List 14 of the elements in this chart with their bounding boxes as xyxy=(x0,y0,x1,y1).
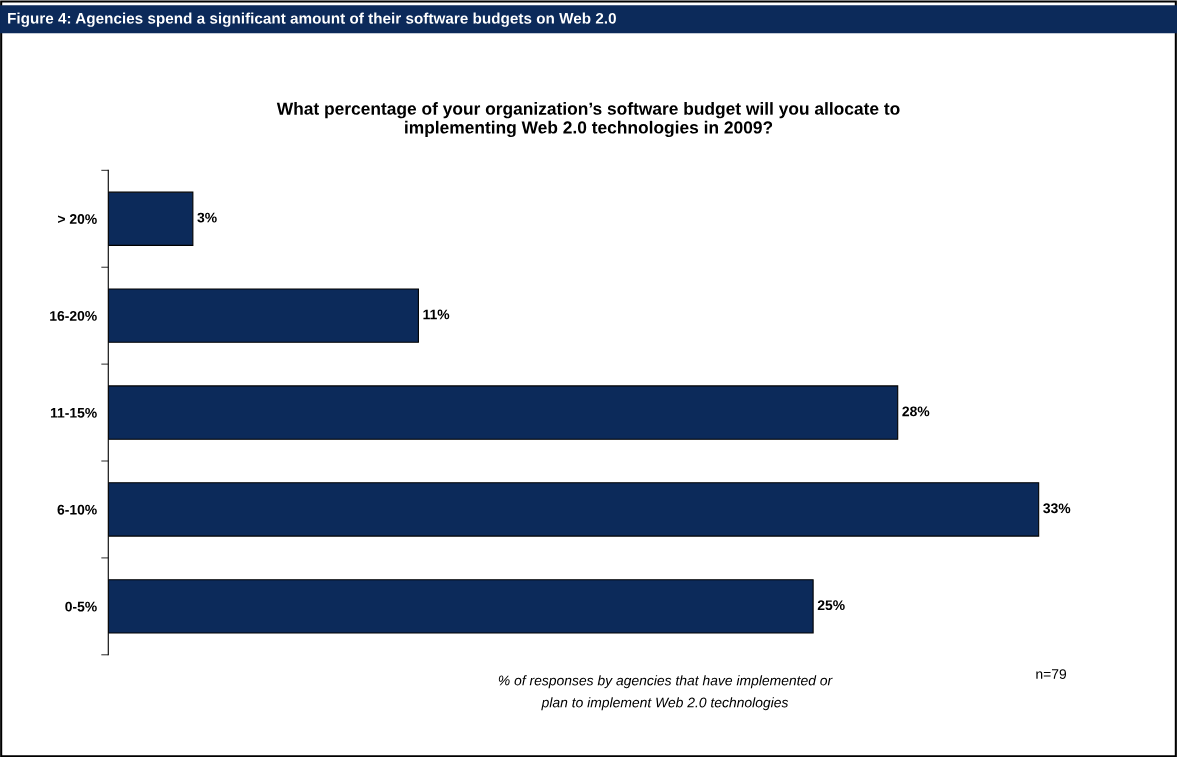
text: % of responses by agencies that have implemented or plan to implement Web 2.0 technologies xyxy=(498,675,833,711)
chart-subtitle: What percentage of your organization’s software budget will you allocate to implementing Web 2.0 technologies in 2009? xyxy=(276,102,900,138)
y-tick-label: 0-5% xyxy=(65,601,97,612)
y-tick-label: > 20% xyxy=(57,214,97,224)
data-label: 33% xyxy=(1043,503,1071,514)
data-label: 25% xyxy=(817,600,845,611)
y-tick-label: 6-10% xyxy=(57,504,97,515)
chart-title: Figure 4: Agencies spend a significant amount of their software budgets on Web 2.0 xyxy=(8,12,616,27)
y-tick-label: 11-15% xyxy=(50,407,97,418)
data-label: 3% xyxy=(197,212,217,223)
data-label: 28% xyxy=(902,406,930,417)
y-tick-label: 16-20% xyxy=(50,311,97,321)
data-label: 11% xyxy=(423,309,450,320)
text: n=79 xyxy=(1036,669,1067,679)
